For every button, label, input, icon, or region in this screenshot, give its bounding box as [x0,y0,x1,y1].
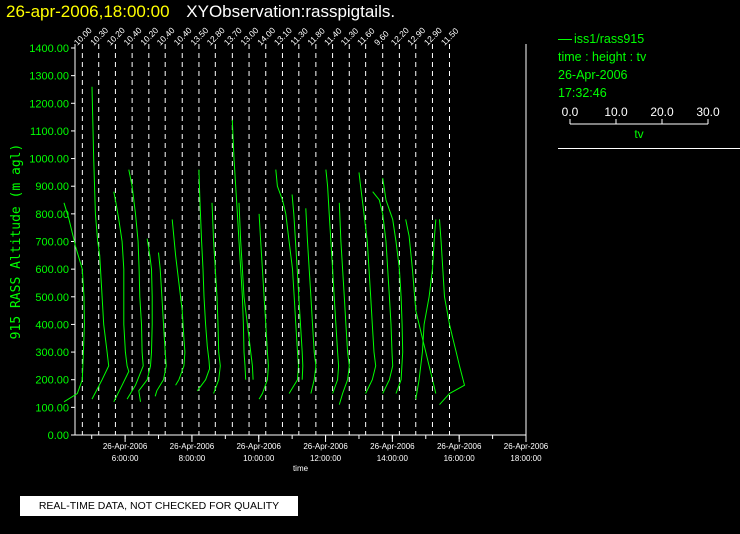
y-tick-label: 900.00 [35,181,69,193]
legend-scale-label: tv [634,127,643,141]
y-tick-label: 1200.00 [29,98,69,110]
x-tick-time: 6:00:00 [112,454,139,463]
legend-desc: time : height : tv [558,50,647,64]
profile-trace [291,194,304,380]
plot-area: 0.00 100.00 200.00 300.00 400.00 500.00 600.00… [9,25,549,473]
legend-series: iss1/rass915 [574,32,645,46]
y-tick-label: 400.00 [35,319,69,331]
profile-trace [171,219,186,386]
profile-trace [231,119,247,380]
profile-trace [63,202,85,403]
title-observation: XYObservation:rasspigtails. [186,2,396,21]
y-tick-label: 1300.00 [29,71,69,83]
profile-trace [405,219,437,394]
x-tick-date: 26-Apr-2006 [236,442,281,451]
legend-time: 17:32:46 [558,86,607,100]
x-tick-date: 26-Apr-2006 [370,442,415,451]
x-tick-time: 18:00:00 [510,454,542,463]
profile-trace [258,213,269,400]
x-tick-time: 8:00:00 [179,454,206,463]
x-tick-time: 12:00:00 [310,454,342,463]
y-axis-title: 915 RASS Altitude (m agl) [9,144,24,340]
x-tick-date: 26-Apr-2006 [303,442,348,451]
x-axis-title: time [293,464,309,473]
x-tick-time: 14:00:00 [377,454,409,463]
chart-title: 26-apr-2006,18:00:00 XYObservation:rassp… [6,2,395,22]
profile-trace [154,252,167,397]
profile-trace [113,191,130,403]
y-tick-label: 1000.00 [29,154,69,166]
y-tick-label: 0.00 [48,430,69,442]
legend-scale-tick-label: 10.0 [604,105,628,119]
profile-trace [372,191,394,394]
legend-scale-tick-label: 0.0 [562,105,579,119]
legend: iss1/rass915 time : height : tv 26-Apr-2… [558,30,740,149]
y-tick-label: 600.00 [35,264,69,276]
profile-trace [238,202,254,380]
x-tick-date: 26-Apr-2006 [103,442,148,451]
legend-scale-tick-label: 20.0 [650,105,674,119]
y-tick-label: 1100.00 [30,126,69,138]
x-tick-date: 26-Apr-2006 [170,442,215,451]
profile-trace [275,169,300,394]
legend-scale: 0.0 10.0 20.0 30.0 tv [562,105,720,141]
profile-trace [439,219,466,405]
legend-date: 26-Apr-2006 [558,68,628,82]
profile-trace [91,86,110,400]
x-tick-date: 26-Apr-2006 [437,442,482,451]
profile-trace [338,202,350,405]
x-tick-time: 10:00:00 [243,454,275,463]
x-tick-date: 26-Apr-2006 [504,442,549,451]
profile-trace [126,169,144,400]
profile-trace [138,238,153,402]
legend-swatch [558,38,572,40]
y-tick-label: 300.00 [35,347,69,359]
legend-separator [558,148,740,149]
profile-trace [305,208,317,394]
legend-scale-tick-label: 30.0 [696,105,720,119]
quality-notice: REAL-TIME DATA, NOT CHECKED FOR QUALITY [20,496,298,516]
profile-trace [382,177,404,394]
x-tick-time: 16:00:00 [444,454,476,463]
y-tick-label: 100.00 [35,402,69,414]
profile-trace [358,172,377,394]
profile-trace [325,169,340,394]
title-datetime: 26-apr-2006,18:00:00 [6,2,170,21]
y-tick-label: 500.00 [35,292,69,304]
y-tick-label: 200.00 [35,375,69,387]
profile-trace [196,169,211,392]
profile-trace [211,202,221,394]
profile-trace [415,219,437,400]
y-tick-label: 700.00 [35,237,69,249]
y-tick-label: 800.00 [35,209,69,221]
y-tick-label: 1400.00 [29,43,69,55]
